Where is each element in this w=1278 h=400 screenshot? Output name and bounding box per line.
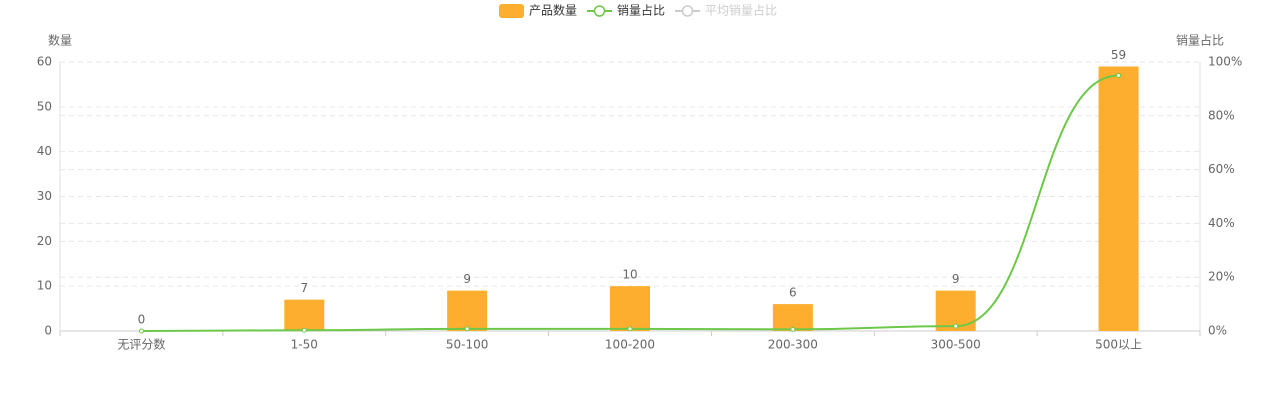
x-tick-label: 500以上	[1095, 338, 1142, 352]
y-tick-label: 30	[37, 189, 52, 203]
y-tick-label: 40	[37, 144, 52, 158]
line-point	[627, 326, 633, 332]
line	[141, 74, 1119, 332]
y-tick-label: 20	[37, 234, 52, 248]
legend-swatch	[593, 5, 606, 17]
line-point	[464, 326, 470, 332]
x-tick-label: 50-100	[446, 338, 489, 352]
data-label: 10	[622, 268, 637, 282]
bar	[284, 299, 325, 331]
y2-tick-label: 80%	[1208, 108, 1235, 122]
y2-tick-label: 0%	[1208, 324, 1227, 338]
data-label: 9	[952, 272, 960, 286]
line-point	[301, 327, 307, 333]
x-tick-label: 1-50	[291, 338, 318, 352]
bar	[610, 286, 650, 331]
legend-swatch	[499, 4, 524, 18]
y2-tick-label: 40%	[1208, 216, 1235, 230]
line-point	[790, 326, 796, 332]
y2-tick-label: 60%	[1208, 162, 1235, 176]
bar	[1098, 66, 1139, 331]
bar	[447, 290, 488, 331]
data-label: 7	[300, 281, 308, 295]
data-label: 6	[789, 286, 797, 300]
legend-label: 平均销量占比	[705, 3, 777, 18]
y-tick-label: 0	[44, 324, 52, 338]
data-label: 9	[463, 272, 471, 286]
data-label: 59	[1111, 48, 1126, 62]
y-tick-label: 60	[37, 55, 52, 69]
data-label: 0	[138, 313, 146, 327]
x-tick-label: 300-500	[931, 338, 981, 352]
x-tick-label: 无评分数	[117, 337, 165, 352]
legend-swatch	[681, 5, 694, 17]
y2-tick-label: 20%	[1208, 270, 1235, 284]
y-axis-title: 数量	[48, 33, 72, 48]
x-tick-label: 200-300	[768, 338, 818, 352]
bar	[772, 304, 813, 331]
y-tick-label: 10	[37, 279, 52, 293]
line-point	[953, 323, 959, 329]
legend-label: 产品数量	[529, 3, 577, 18]
x-tick-label: 100-200	[605, 338, 655, 352]
legend-label: 销量占比	[617, 3, 665, 18]
y2-tick-label: 100%	[1208, 55, 1242, 69]
line-point	[1116, 72, 1122, 78]
line-point	[138, 328, 144, 334]
y-tick-label: 50	[37, 99, 52, 113]
y2-axis-title: 销量占比	[1176, 33, 1224, 48]
